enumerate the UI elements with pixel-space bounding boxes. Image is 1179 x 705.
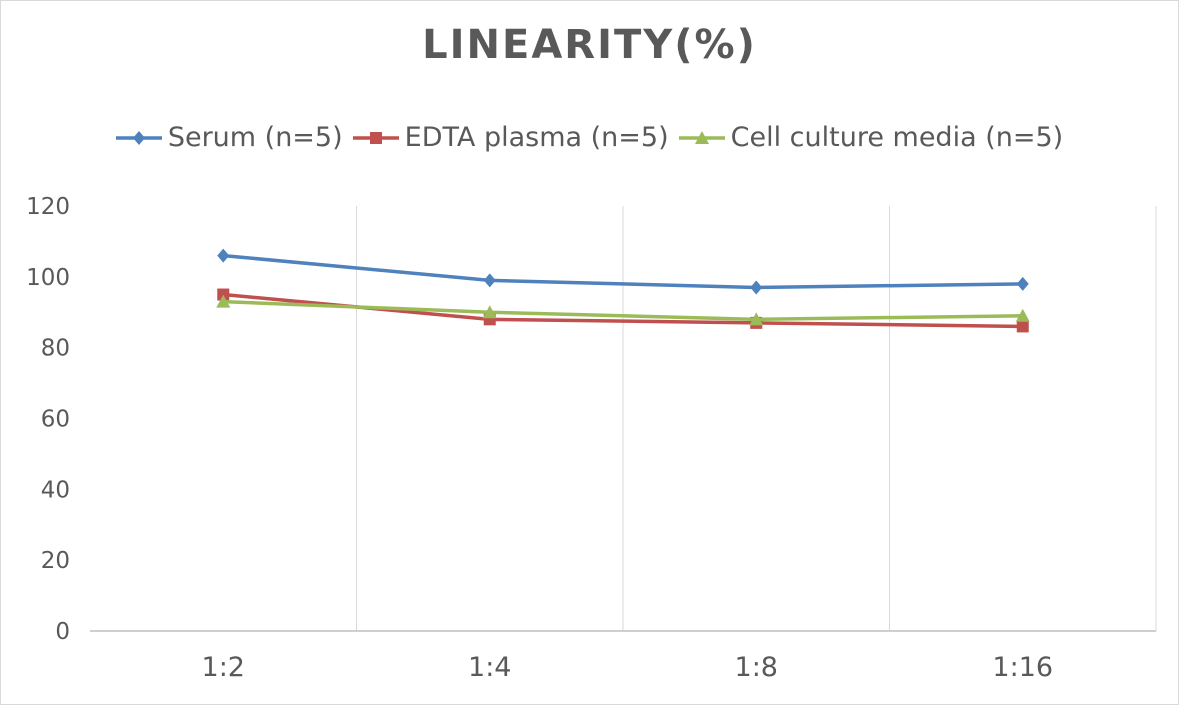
data-point-serum-n-5 <box>217 248 230 263</box>
y-tick-label: 60 <box>41 407 70 433</box>
x-tick-label: 1:2 <box>202 652 245 683</box>
y-tick-label: 0 <box>55 619 70 645</box>
x-tick-label: 1:16 <box>992 652 1053 683</box>
legend-marker-icon <box>352 131 399 144</box>
data-point-cell-culture-media-n-5 <box>1015 308 1030 322</box>
legend-label: Cell culture media (n=5) <box>730 122 1064 153</box>
data-point-cell-culture-media-n-5 <box>482 305 497 319</box>
legend-item: EDTA plasma (n=5) <box>352 122 669 153</box>
legend: Serum (n=5) EDTA plasma (n=5) Cell culture… <box>0 122 1179 153</box>
data-point-cell-culture-media-n-5 <box>216 294 231 308</box>
data-point-serum-n-5 <box>750 280 763 295</box>
data-point-cell-culture-media-n-5 <box>749 312 764 326</box>
legend-label: Serum (n=5) <box>167 122 343 153</box>
legend-label: EDTA plasma (n=5) <box>404 122 669 153</box>
legend-marker-icon <box>678 130 725 144</box>
data-point-edta-plasma-n-5 <box>217 288 230 301</box>
series-line-serum-n-5 <box>223 253 1023 290</box>
y-tick-label: 40 <box>41 477 70 503</box>
legend-item: Cell culture media (n=5) <box>678 122 1064 153</box>
data-point-serum-n-5 <box>483 273 496 288</box>
x-tick-label: 1:8 <box>735 652 778 683</box>
data-point-edta-plasma-n-5 <box>1016 320 1029 333</box>
legend-item: Serum (n=5) <box>115 122 343 153</box>
y-tick-label: 80 <box>41 336 70 362</box>
chart-title: LINEARITY(%) <box>422 22 757 68</box>
series-line-cell-culture-media-n-5 <box>223 299 1023 322</box>
x-tick-label: 1:4 <box>468 652 511 683</box>
legend-marker-icon <box>115 130 162 145</box>
y-tick-label: 20 <box>41 548 70 574</box>
data-point-serum-n-5 <box>1016 276 1029 291</box>
y-tick-label: 120 <box>26 194 70 220</box>
y-tick-label: 100 <box>26 265 70 291</box>
